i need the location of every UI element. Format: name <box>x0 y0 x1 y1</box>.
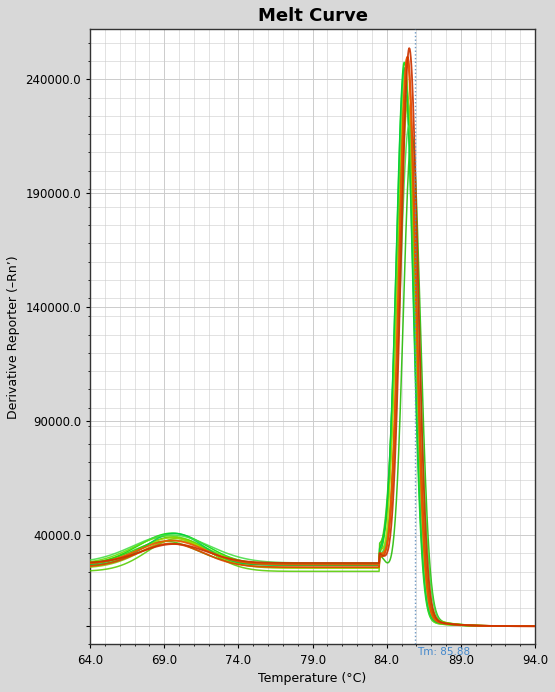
Y-axis label: Derivative Reporter (–Rn’): Derivative Reporter (–Rn’) <box>7 255 20 419</box>
X-axis label: Temperature (°C): Temperature (°C) <box>259 672 367 685</box>
Title: Melt Curve: Melt Curve <box>258 7 367 25</box>
Text: Tm: 85.88: Tm: 85.88 <box>417 647 470 657</box>
